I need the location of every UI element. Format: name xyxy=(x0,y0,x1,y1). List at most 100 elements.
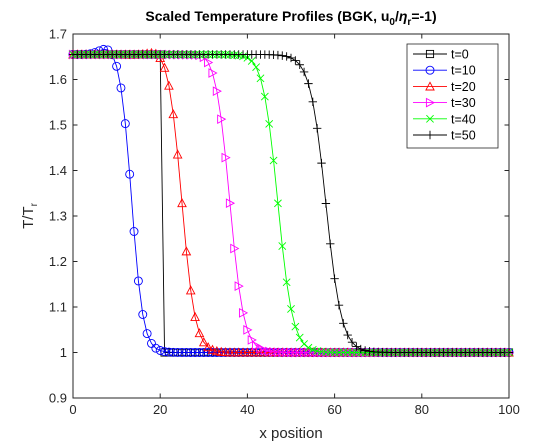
data-point xyxy=(133,276,143,286)
data-point xyxy=(287,305,295,313)
x-tick-label: 100 xyxy=(498,402,520,417)
data-point xyxy=(164,347,174,357)
data-point xyxy=(321,199,331,208)
data-point xyxy=(199,348,209,357)
data-point xyxy=(155,346,165,355)
data-point xyxy=(208,68,218,78)
legend-item: t=50 xyxy=(413,129,476,143)
y-tick-label: 0.9 xyxy=(49,391,67,406)
data-point xyxy=(365,347,374,356)
title-subscript: r xyxy=(407,17,411,28)
data-point xyxy=(198,337,209,347)
data-point xyxy=(278,51,287,60)
data-point xyxy=(304,347,314,358)
data-point xyxy=(300,340,308,348)
data-point xyxy=(203,342,214,352)
data-point xyxy=(185,285,196,295)
data-point xyxy=(352,342,361,351)
data-point xyxy=(207,344,218,354)
data-point xyxy=(291,322,300,331)
data-point xyxy=(360,346,370,355)
data-point xyxy=(186,348,196,357)
data-point xyxy=(317,347,327,358)
data-point xyxy=(164,80,174,90)
y-tick-label: 1.1 xyxy=(49,300,67,315)
legend-item: t=40 xyxy=(413,112,476,126)
data-point xyxy=(212,86,222,97)
data-point xyxy=(347,338,357,347)
data-point xyxy=(308,97,317,107)
y-tick-label: 1.4 xyxy=(49,163,67,178)
y-axis-label-text: T/T xyxy=(20,206,37,229)
data-point xyxy=(343,330,352,340)
data-point xyxy=(116,83,126,93)
y-axis-label: T/Tr xyxy=(20,202,40,229)
data-point xyxy=(308,345,317,354)
data-point xyxy=(151,343,161,353)
data-point xyxy=(260,92,269,101)
legend-item: t=0 xyxy=(413,48,469,62)
data-point xyxy=(181,348,191,357)
data-point xyxy=(120,119,130,129)
data-point xyxy=(282,52,291,61)
data-point xyxy=(269,156,278,165)
legend-marker xyxy=(425,49,435,59)
data-point xyxy=(269,347,279,357)
data-point xyxy=(204,57,214,68)
data-point xyxy=(168,347,178,357)
data-point xyxy=(252,63,261,72)
data-point xyxy=(247,57,256,65)
data-point xyxy=(274,199,282,208)
y-tick-label: 1.7 xyxy=(49,27,67,42)
data-point xyxy=(291,56,300,65)
series-t=50 xyxy=(68,50,514,357)
data-point xyxy=(278,242,287,250)
legend-marker xyxy=(425,65,435,75)
data-point xyxy=(265,346,275,357)
data-point xyxy=(243,325,253,335)
data-point xyxy=(282,347,292,358)
x-tick-label: 40 xyxy=(240,402,254,417)
x-tick-label: 80 xyxy=(415,402,429,417)
y-tick-label: 1 xyxy=(60,345,67,360)
legend-item: t=10 xyxy=(413,64,476,78)
data-point xyxy=(282,278,291,287)
data-point xyxy=(326,239,335,249)
x-tick-label: 60 xyxy=(327,402,341,417)
data-point xyxy=(300,347,310,358)
data-point xyxy=(317,158,326,168)
y-tick-label: 1.6 xyxy=(49,72,67,87)
chart-title: Scaled Temperature Profiles (BGK, u0/ηr=… xyxy=(145,8,436,28)
data-point xyxy=(190,348,200,357)
data-point xyxy=(230,243,240,254)
data-point xyxy=(273,50,283,60)
data-point xyxy=(129,227,139,236)
data-point xyxy=(334,300,344,310)
tick-layer: 0 20 40 60 80 100 0.9 1 1.1 1.2 1.3 1.4 1.5 1.6 1.7 xyxy=(49,27,520,418)
x-tick-label: 0 xyxy=(69,402,76,417)
data-point xyxy=(304,343,313,352)
data-point xyxy=(160,347,170,357)
data-point xyxy=(190,311,200,322)
title-subscript: 0 xyxy=(389,17,395,28)
data-point xyxy=(291,347,301,358)
data-point xyxy=(295,60,304,69)
x-tick-label: 20 xyxy=(153,402,167,417)
data-point xyxy=(221,152,231,163)
data-point xyxy=(295,347,305,358)
legend-label: t=10 xyxy=(451,64,476,78)
series-layer xyxy=(68,44,515,358)
data-point xyxy=(260,345,270,356)
legend-marker xyxy=(425,130,435,140)
data-point xyxy=(212,346,222,356)
legend-marker xyxy=(425,97,436,108)
data-point xyxy=(172,149,183,159)
legend-item: t=30 xyxy=(413,96,476,110)
x-axis-label: x position xyxy=(259,425,322,442)
data-point xyxy=(177,348,187,357)
data-point xyxy=(138,310,148,319)
data-point xyxy=(247,335,257,345)
data-point xyxy=(256,74,265,83)
